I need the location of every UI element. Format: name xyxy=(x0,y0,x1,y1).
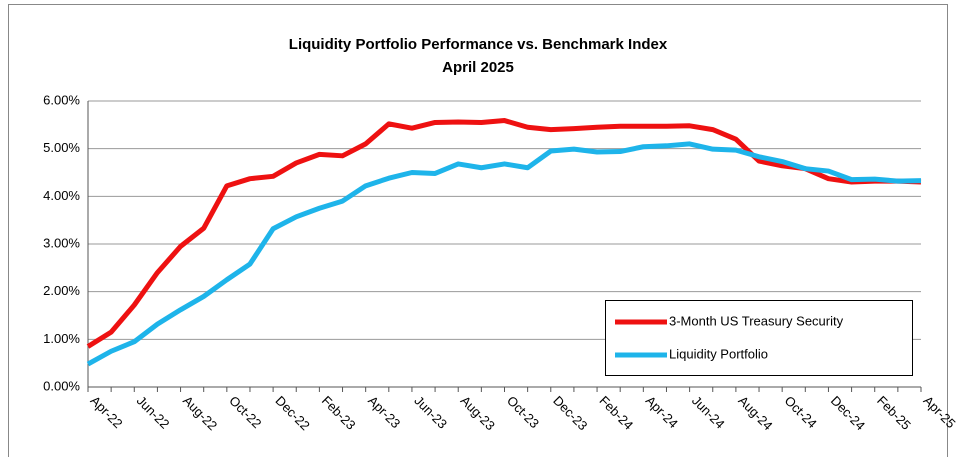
series-line xyxy=(86,118,922,349)
y-tick-label: 6.00% xyxy=(43,92,80,107)
legend-label: Liquidity Portfolio xyxy=(669,346,768,361)
legend: 3-Month US Treasury Security Liquidity Po… xyxy=(605,300,913,376)
y-tick-label: 5.00% xyxy=(43,140,80,155)
series-line xyxy=(86,141,922,367)
y-tick-label: 3.00% xyxy=(43,235,80,250)
y-tick-label: 1.00% xyxy=(43,331,80,346)
y-tick-label: 4.00% xyxy=(43,188,80,203)
y-tick-label: 0.00% xyxy=(43,378,80,393)
chart-border xyxy=(8,4,948,457)
chart-title: Liquidity Portfolio Performance vs. Benc… xyxy=(289,36,668,53)
legend-box xyxy=(605,300,913,376)
legend-label: 3-Month US Treasury Security xyxy=(669,313,844,328)
y-tick-label: 2.00% xyxy=(43,283,80,298)
chart-subtitle: April 2025 xyxy=(442,59,514,76)
